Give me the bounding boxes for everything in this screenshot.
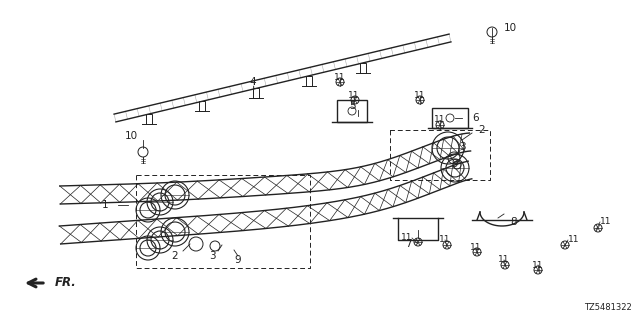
Text: 11: 11 [499,255,509,265]
Text: 4: 4 [250,77,256,87]
Text: 2: 2 [172,251,179,261]
Text: 11: 11 [435,116,445,124]
Text: 2: 2 [478,125,484,135]
Text: 11: 11 [470,244,482,252]
Text: TZ5481322: TZ5481322 [584,303,632,312]
Text: 11: 11 [568,236,579,244]
Text: 7: 7 [404,239,412,249]
Text: 11: 11 [348,92,360,100]
Text: 10: 10 [504,23,517,33]
Text: 6: 6 [472,113,479,123]
Text: 1: 1 [101,200,108,210]
Text: 11: 11 [600,218,611,227]
Text: 3: 3 [209,251,215,261]
Text: FR.: FR. [55,276,77,290]
Text: 11: 11 [414,92,426,100]
Text: 11: 11 [401,234,412,243]
Text: 10: 10 [125,131,138,141]
Text: 11: 11 [334,74,346,83]
Text: 11: 11 [532,260,544,269]
Text: 5: 5 [349,101,355,111]
Text: 8: 8 [510,217,516,227]
Text: 9: 9 [452,159,458,169]
Text: 9: 9 [235,255,241,265]
Text: 3: 3 [459,142,465,152]
Text: 11: 11 [439,236,451,244]
